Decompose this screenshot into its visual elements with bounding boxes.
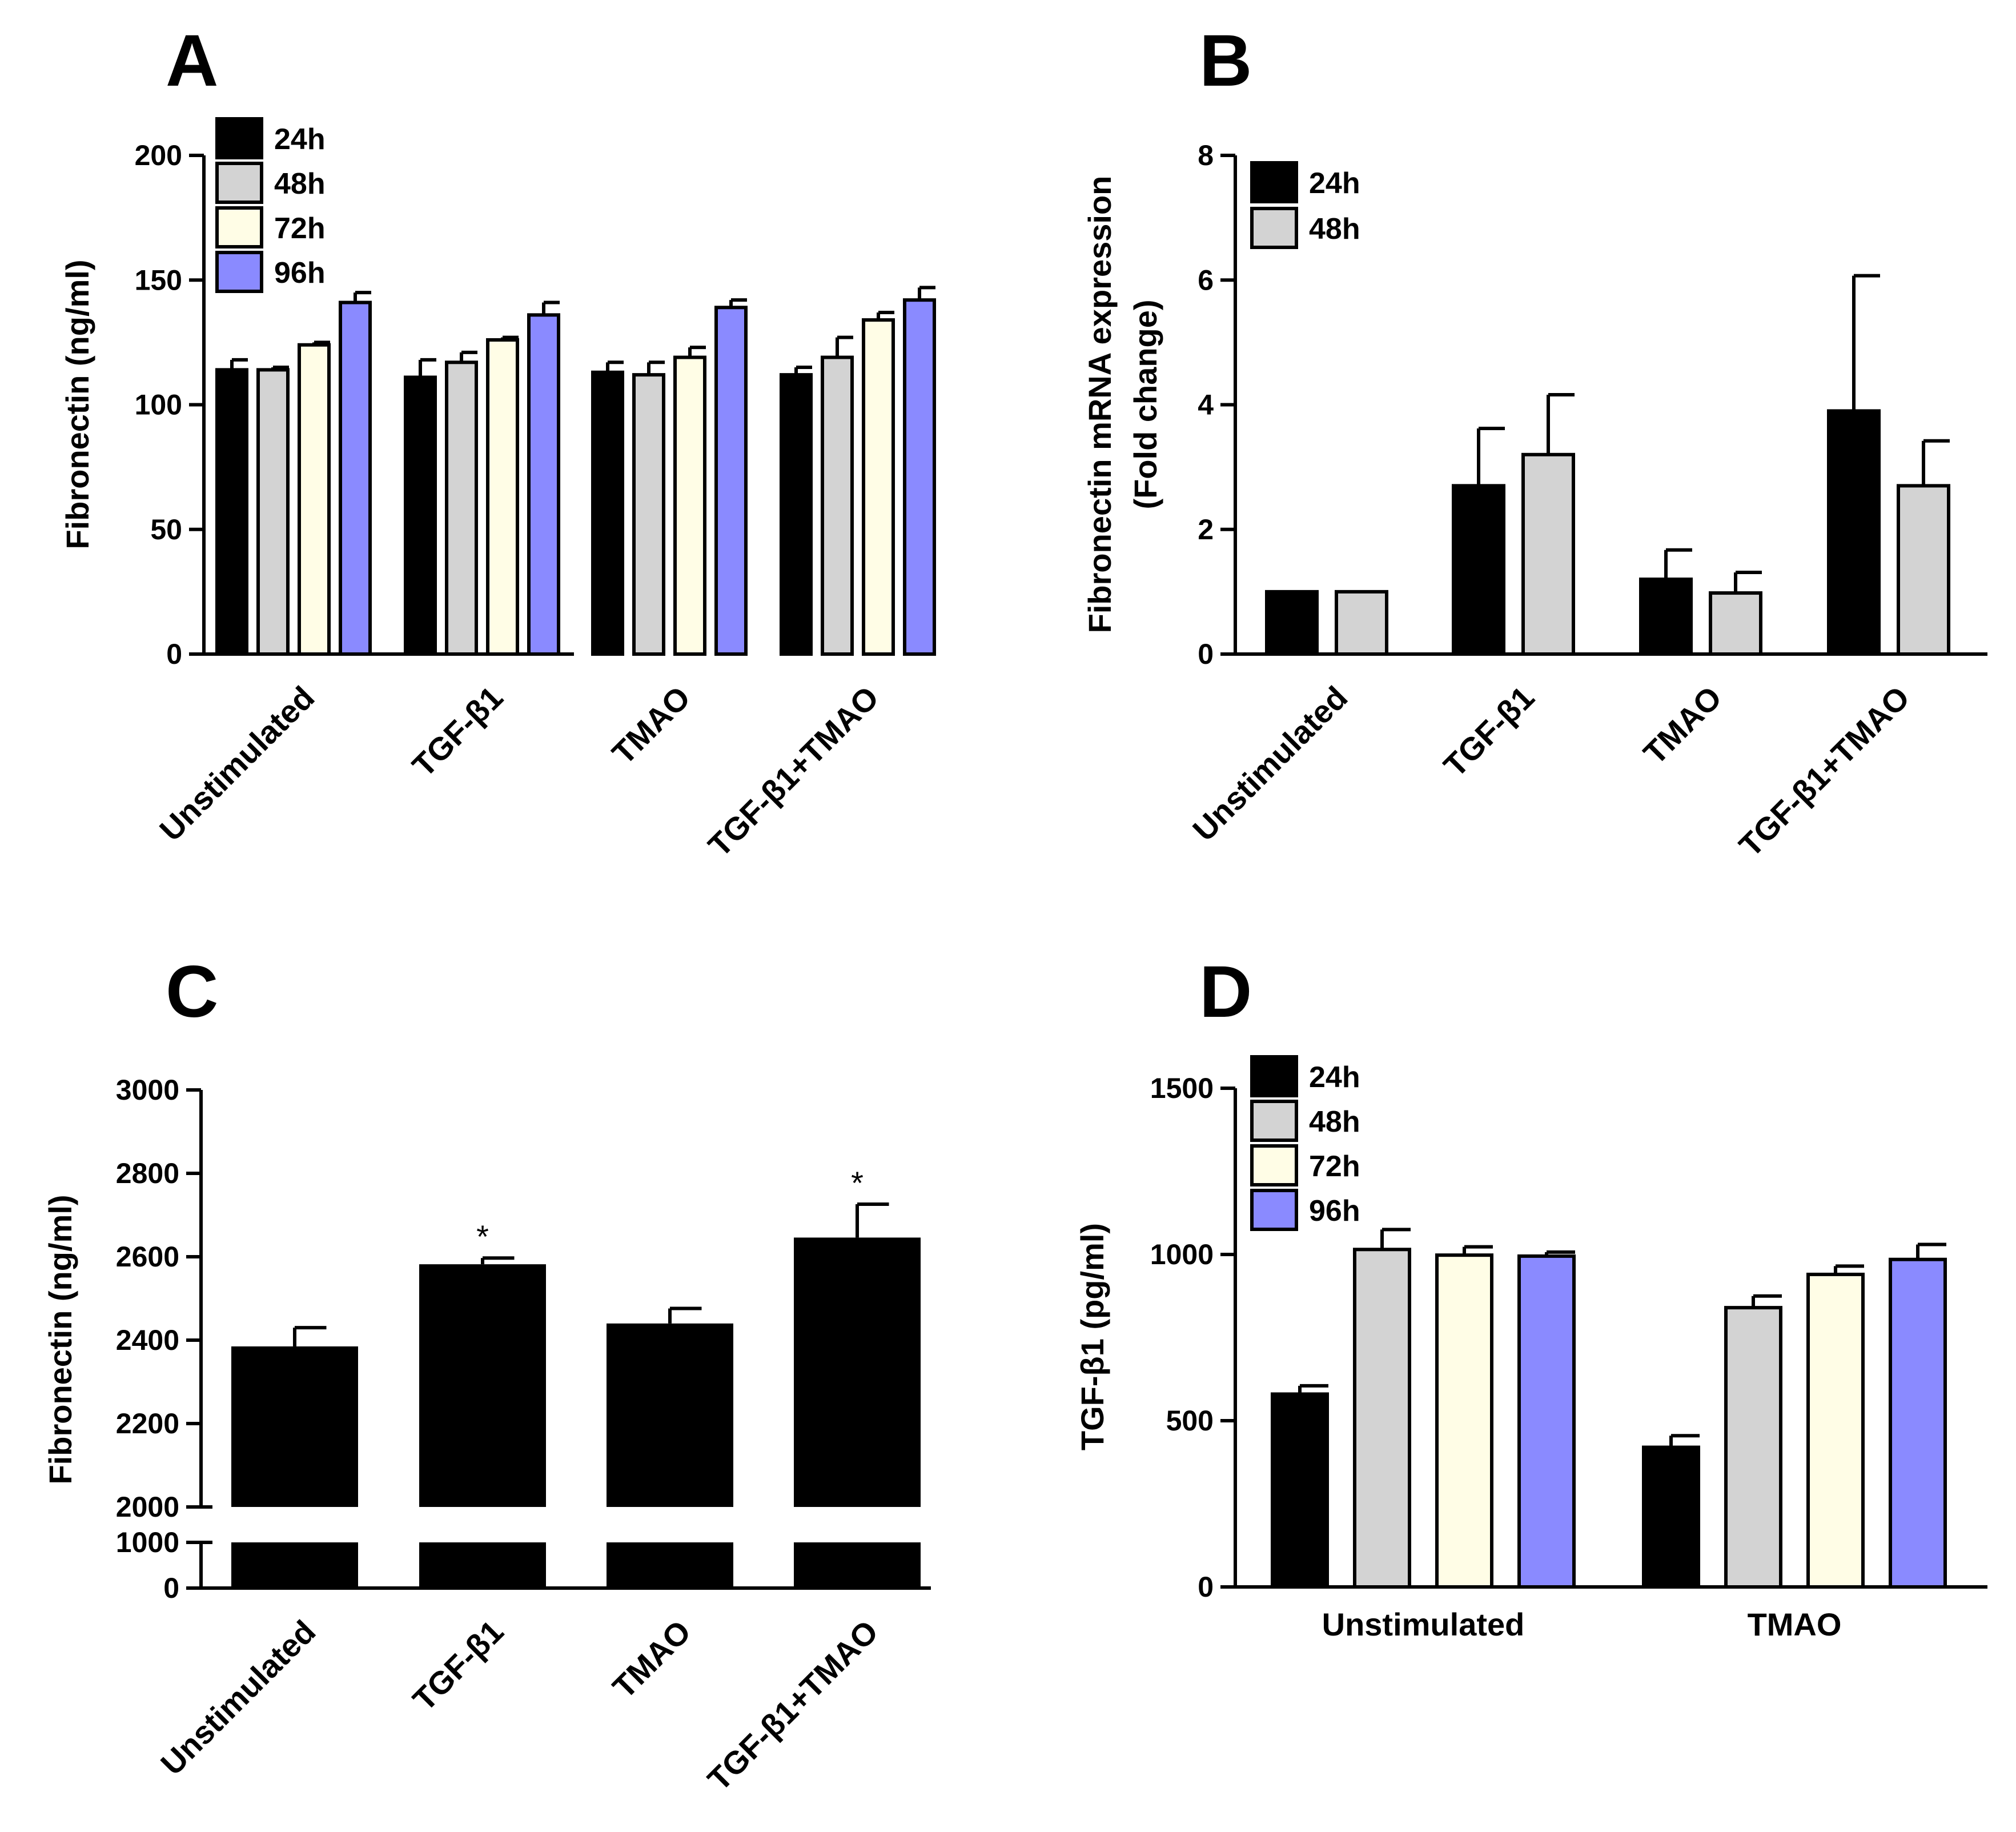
y-tick-label-3000: 3000 bbox=[116, 1074, 179, 1106]
legend-swatch-72h bbox=[215, 206, 263, 248]
bar-72h-unstimulated bbox=[298, 343, 331, 656]
legend-label-96h: 96h bbox=[274, 256, 326, 290]
bar-96h-tmao bbox=[1889, 1257, 1947, 1589]
y-tick-label-1000: 1000 bbox=[116, 1526, 179, 1558]
bar-48h-unstimulated bbox=[1335, 590, 1388, 656]
bar-96h-tgf-1-tmao bbox=[903, 298, 936, 656]
y-tick-label-2800: 2800 bbox=[116, 1157, 179, 1189]
bar-24h-unstimulated bbox=[1271, 1392, 1329, 1589]
bar-upper-tmao bbox=[607, 1323, 733, 1507]
legend-swatch-96h bbox=[1250, 1189, 1298, 1231]
bar-72h-tgf-1 bbox=[486, 338, 519, 656]
bar-96h-unstimulated bbox=[339, 300, 372, 656]
bar-72h-tmao bbox=[673, 355, 706, 656]
significance-marker-tgf-1-tmao: * bbox=[851, 1165, 864, 1201]
y-tick-label-4: 4 bbox=[1198, 389, 1214, 421]
y-tick-label-500: 500 bbox=[1166, 1405, 1214, 1437]
bar-upper-tgf-1 bbox=[419, 1264, 546, 1507]
bar-upper-unstimulated bbox=[231, 1346, 358, 1507]
bar-24h-tmao bbox=[1639, 578, 1693, 656]
bar-lower-unstimulated bbox=[231, 1542, 358, 1588]
panel-label-d: D bbox=[1199, 951, 1252, 1033]
legend-label-72h: 72h bbox=[1309, 1150, 1360, 1183]
bar-48h-tgf-1-tmao bbox=[821, 355, 854, 656]
bar-lower-tmao bbox=[607, 1542, 733, 1588]
legend-label-96h: 96h bbox=[1309, 1194, 1360, 1228]
legend-label-48h: 48h bbox=[274, 167, 326, 201]
legend-label-24h: 24h bbox=[1309, 1061, 1360, 1094]
bar-24h-unstimulated bbox=[215, 368, 248, 656]
y-tick-label-150: 150 bbox=[135, 264, 182, 296]
legend-swatch-72h bbox=[1250, 1144, 1298, 1186]
y-tick-label-200: 200 bbox=[135, 139, 182, 171]
bar-24h-tmao bbox=[1642, 1445, 1700, 1589]
bar-24h-tmao bbox=[591, 370, 624, 656]
legend-swatch-48h bbox=[1250, 1100, 1298, 1142]
panel-label-c: C bbox=[166, 951, 218, 1033]
bar-72h-unstimulated bbox=[1435, 1253, 1493, 1589]
bar-lower-tgf-1 bbox=[419, 1542, 546, 1588]
legend-swatch-24h bbox=[215, 117, 263, 159]
legend-swatch-24h bbox=[1250, 1055, 1298, 1097]
x-tick-label-unstimulated: Unstimulated bbox=[1322, 1606, 1525, 1642]
y-tick-label-2000: 2000 bbox=[116, 1491, 179, 1523]
chart-d: 0 500 1000 1500 TGF-β1 (pg/ml) Unstimulated TM… bbox=[1074, 1055, 1987, 1642]
y-tick-label-50: 50 bbox=[150, 514, 182, 546]
bar-24h-tgf-1 bbox=[1452, 484, 1505, 656]
y-tick-label-2200: 2200 bbox=[116, 1408, 179, 1440]
bar-24h-unstimulated bbox=[1265, 590, 1319, 656]
y-tick-label-100: 100 bbox=[135, 389, 182, 421]
bar-72h-tmao bbox=[1806, 1272, 1865, 1589]
bar-upper-tgf-1-tmao bbox=[794, 1237, 921, 1507]
bar-96h-unstimulated bbox=[1517, 1254, 1576, 1589]
bar-96h-tgf-1 bbox=[527, 313, 560, 656]
y-tick-label-1000: 1000 bbox=[1150, 1238, 1214, 1270]
y-tick-label-6: 6 bbox=[1198, 264, 1214, 296]
panel-label-a: A bbox=[166, 20, 218, 102]
y-tick-label-1500: 1500 bbox=[1150, 1072, 1214, 1104]
legend-swatch-48h bbox=[215, 162, 263, 204]
legend-label-24h: 24h bbox=[1309, 167, 1360, 200]
bar-24h-tgf-1-tmao bbox=[1827, 409, 1881, 656]
legend-label-48h: 48h bbox=[1309, 213, 1360, 246]
y-tick-label-0: 0 bbox=[166, 638, 182, 670]
bar-lower-tgf-1-tmao bbox=[794, 1542, 921, 1588]
bar-48h-tmao bbox=[1724, 1306, 1782, 1589]
significance-marker-tgf-1: * bbox=[476, 1218, 489, 1254]
y-tick-label-0: 0 bbox=[1198, 638, 1214, 670]
bar-48h-tgf-1-tmao bbox=[1897, 484, 1950, 656]
bar-48h-unstimulated bbox=[256, 368, 290, 656]
y-axis-title: Fibronectin (ng/ml) bbox=[59, 259, 95, 549]
y-tick-label-0: 0 bbox=[1198, 1571, 1214, 1603]
bar-48h-unstimulated bbox=[1353, 1248, 1411, 1589]
legend-swatch-96h bbox=[215, 251, 263, 293]
y-tick-label-2600: 2600 bbox=[116, 1241, 179, 1273]
legend-swatch-24h bbox=[1250, 161, 1298, 203]
y-tick-label-2: 2 bbox=[1198, 514, 1214, 546]
y-axis-title: Fibronectin (ng/ml) bbox=[42, 1194, 78, 1484]
y-tick-label-8: 8 bbox=[1198, 139, 1214, 171]
legend-swatch-48h bbox=[1250, 207, 1298, 249]
x-tick-label-tmao: TMAO bbox=[1748, 1606, 1842, 1642]
y-tick-label-2400: 2400 bbox=[116, 1324, 179, 1356]
y-axis-title-line1: Fibronectin mRNA expression bbox=[1082, 176, 1118, 634]
y-axis-title: TGF-β1 (pg/ml) bbox=[1074, 1223, 1110, 1450]
bar-96h-tmao bbox=[714, 306, 748, 656]
bar-48h-tgf-1 bbox=[445, 360, 478, 656]
bar-48h-tmao bbox=[1709, 591, 1762, 656]
y-tick-label-0: 0 bbox=[163, 1572, 179, 1604]
legend-label-24h: 24h bbox=[274, 123, 326, 156]
legend-label-72h: 72h bbox=[274, 212, 326, 245]
y-axis-title-line2: (Fold change) bbox=[1127, 299, 1163, 509]
bar-24h-tgf-1 bbox=[404, 375, 437, 656]
legend-label-48h: 48h bbox=[1309, 1105, 1360, 1139]
bar-48h-tgf-1 bbox=[1521, 452, 1575, 656]
bar-72h-tgf-1-tmao bbox=[862, 318, 895, 656]
bar-48h-tmao bbox=[632, 373, 665, 656]
panel-label-b: B bbox=[1199, 20, 1252, 102]
bar-24h-tgf-1-tmao bbox=[780, 373, 813, 656]
